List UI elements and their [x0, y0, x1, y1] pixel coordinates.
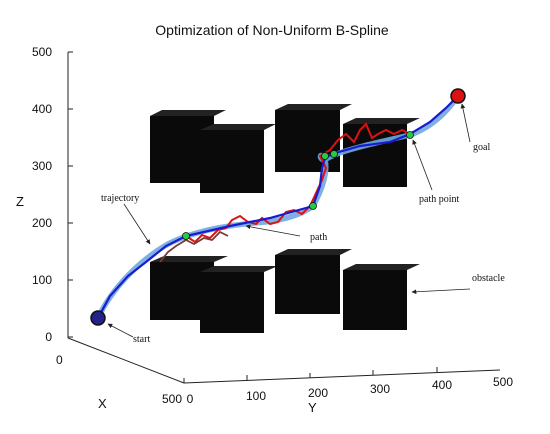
obstacle-arrow — [411, 288, 471, 295]
goal-marker — [450, 88, 466, 104]
axes — [67, 52, 501, 384]
x-axis-line — [67, 337, 185, 384]
z-tick-label: 0 — [45, 330, 52, 344]
trajectory-arrow — [123, 203, 151, 245]
chart-title: Optimization of Non-Uniform B-Spline — [155, 22, 389, 38]
x-axis-label: X — [98, 396, 107, 411]
x-tick-label: 500 — [162, 392, 182, 406]
obstacle-block — [200, 124, 276, 193]
z-tick-label: 200 — [32, 216, 52, 230]
obstacle-label: obstacle — [472, 273, 505, 284]
start-arrow — [107, 323, 134, 338]
x-tick-label: 0 — [56, 353, 63, 367]
path-point-marker — [330, 150, 338, 158]
annotations — [107, 103, 471, 338]
goal-arrow — [460, 103, 471, 143]
path-arrow — [245, 224, 301, 237]
path-point-label: path point — [419, 194, 459, 205]
start-label: start — [133, 334, 150, 345]
obstacle-block — [200, 266, 278, 333]
trajectory-label: trajectory — [101, 193, 139, 204]
z-tick-marks — [68, 51, 73, 338]
obstacle-block — [150, 110, 226, 183]
obstacles-upper — [150, 104, 420, 193]
y-tick-label: 0 — [187, 392, 194, 406]
obstacle-block — [343, 118, 420, 187]
obstacle-block — [275, 249, 352, 314]
path-point-marker — [406, 131, 414, 139]
series-line-brown — [159, 230, 229, 263]
z-tick-label: 400 — [32, 102, 52, 116]
path-point-marker — [321, 152, 329, 160]
start-marker — [90, 310, 106, 326]
z-tick-label: 500 — [32, 45, 52, 59]
y-tick-label: 300 — [370, 382, 390, 396]
goal-label: goal — [473, 142, 490, 153]
path-point-arrow — [412, 139, 433, 191]
obstacles-lower — [150, 249, 420, 333]
path-point-marker — [182, 232, 190, 240]
path-points — [182, 131, 414, 240]
y-axis-line — [183, 369, 501, 384]
y-tick-label: 400 — [432, 378, 452, 392]
z-tick-label: 300 — [32, 159, 52, 173]
z-axis-label: Z — [16, 194, 24, 209]
path-point-marker — [309, 202, 317, 210]
obstacle-block — [343, 264, 420, 330]
y-tick-label: 500 — [493, 375, 513, 389]
y-axis-label: Y — [308, 400, 317, 415]
y-tick-marks — [183, 367, 438, 383]
y-tick-label: 100 — [246, 389, 266, 403]
y-tick-label: 200 — [308, 386, 328, 400]
obstacle-block — [150, 256, 228, 320]
z-tick-label: 100 — [32, 273, 52, 287]
path-label: path — [310, 232, 327, 243]
